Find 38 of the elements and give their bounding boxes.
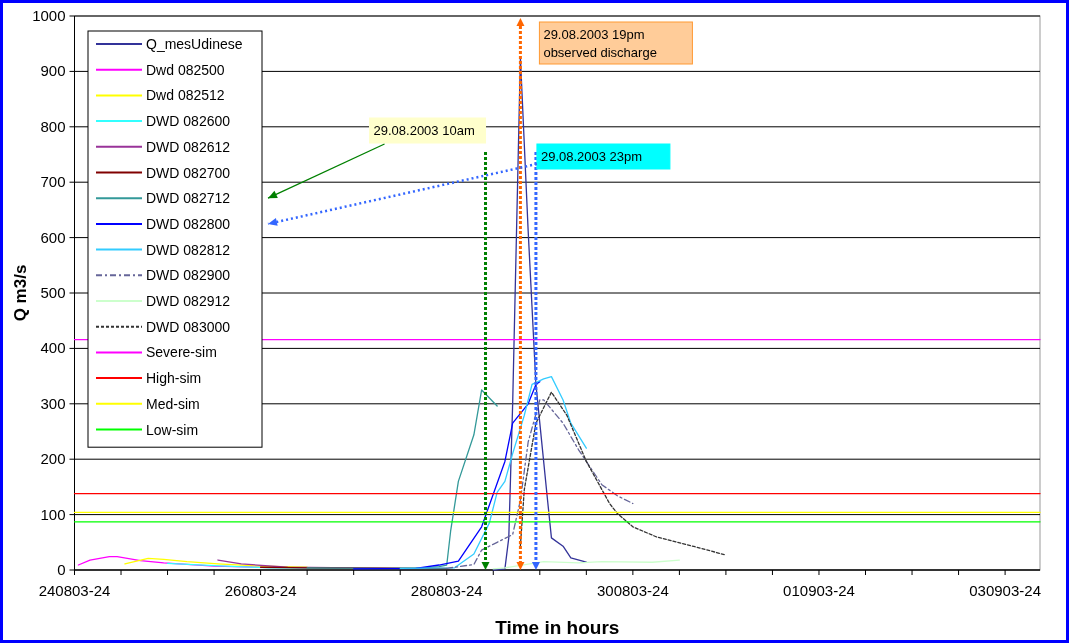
x-tick-label: 240803-24: [38, 582, 111, 599]
x-axis-title: Time in hours: [495, 617, 620, 638]
y-tick-label: 600: [40, 228, 66, 246]
y-tick-label: 300: [40, 394, 66, 412]
ref-line-label: 29.08.2003 10am: [373, 123, 475, 138]
legend-label: High-sim: [146, 370, 202, 387]
x-tick-label: 280803-24: [410, 582, 483, 599]
legend-label: DWD 082812: [146, 241, 231, 258]
y-tick-label: 0: [57, 561, 66, 578]
y-tick-label: 500: [40, 284, 66, 301]
legend-label: Severe-sim: [146, 344, 217, 361]
legend-label: Q_mesUdinese: [146, 36, 243, 52]
legend-label: DWD 082900: [146, 267, 231, 284]
y-tick-label: 200: [40, 450, 66, 468]
legend-label: DWD 082912: [146, 293, 231, 309]
legend-label: DWD 083000: [146, 318, 231, 335]
ref-line-label: 29.08.2003 19pm observed discharge: [543, 27, 657, 60]
legend-label: DWD 082800: [146, 215, 231, 232]
x-tick-label: 300803-24: [596, 582, 669, 599]
x-tick-label: 030903-24: [969, 582, 1041, 599]
x-tick-label: 260803-24: [224, 582, 297, 599]
legend-label: Dwd 082500: [146, 61, 225, 78]
legend-label: DWD 082700: [146, 164, 231, 181]
y-tick-label: 1000: [32, 7, 66, 24]
legend-label: DWD 082612: [146, 138, 231, 155]
legend-label: Med-sim: [146, 395, 200, 412]
ref-line-label: 29.08.2003 23pm: [540, 149, 643, 164]
y-tick-label: 700: [40, 173, 66, 191]
legend-label: Dwd 082512: [146, 87, 225, 104]
x-tick-label: 010903-24: [783, 582, 855, 599]
legend-label: DWD 082712: [146, 190, 231, 207]
y-tick-label: 900: [40, 62, 66, 80]
legend-label: Low-sim: [146, 421, 199, 438]
legend-label: DWD 082600: [146, 113, 231, 130]
y-tick-label: 400: [40, 339, 66, 357]
y-tick-label: 800: [40, 117, 66, 135]
y-tick-label: 100: [40, 505, 66, 523]
y-axis-title: Q m3/s: [11, 264, 30, 322]
